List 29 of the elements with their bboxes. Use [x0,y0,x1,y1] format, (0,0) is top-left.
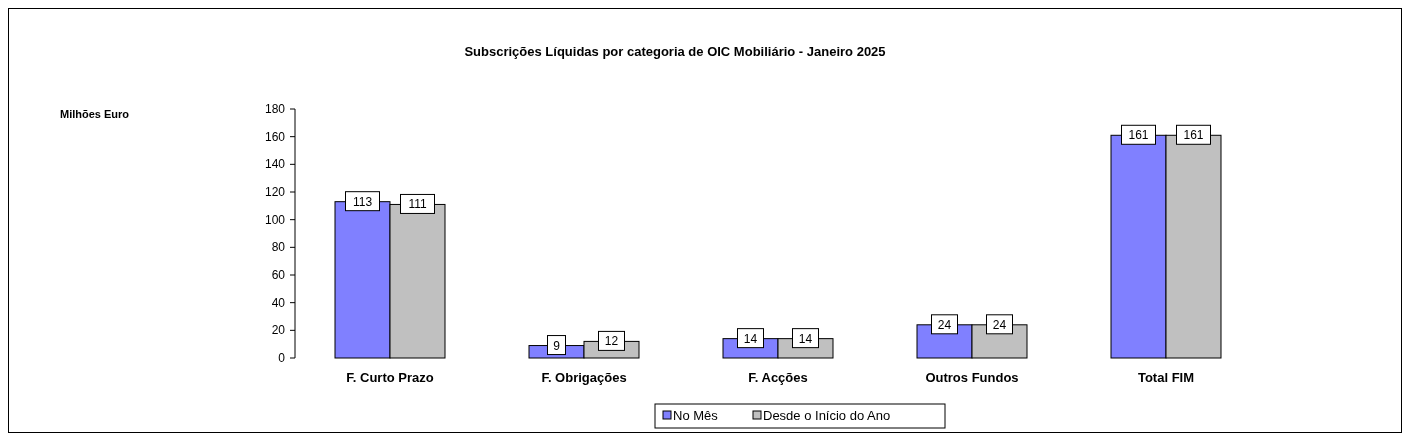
data-label: 9 [553,338,561,353]
data-label: 111 [408,197,427,212]
x-tick-label: Total FIM [1137,370,1195,385]
data-label: 161 [1183,128,1204,143]
y-tick-label: 60 [271,268,286,282]
data-label: 12 [604,334,619,349]
y-tick-label: 40 [271,295,286,310]
chart-title: Subscrições Líquidas por categoria de OIC Mobiliário - Janeiro 2025 [464,44,886,59]
x-tick-label: F. Curto Prazo [346,370,434,385]
x-tick-label: Outros Fundos [925,370,1019,385]
y-tick-label: 80 [271,240,286,255]
data-label: 14 [743,331,758,346]
y-tick-label: 100 [264,212,286,227]
y-tick-label: 140 [264,157,286,172]
data-label: 24 [937,317,952,332]
data-label: 161 [1128,128,1149,143]
x-tick-label: F. Obrigações [541,370,627,385]
data-label: 113 [352,194,373,209]
text: Milhões Euro [60,108,130,120]
y-tick-label: 180 [264,102,286,116]
y-tick-label: 0 [278,351,286,365]
legend-label: Desde o Início do Ano [763,408,891,423]
y-tick-label: 20 [271,323,286,338]
data-label: 14 [798,331,813,346]
y-tick-label: 120 [264,185,286,199]
x-tick-label: F. Acções [748,370,808,385]
legend-label: No Mês [673,408,719,423]
y-tick-label: 160 [264,129,286,144]
data-label: 24 [992,317,1007,332]
